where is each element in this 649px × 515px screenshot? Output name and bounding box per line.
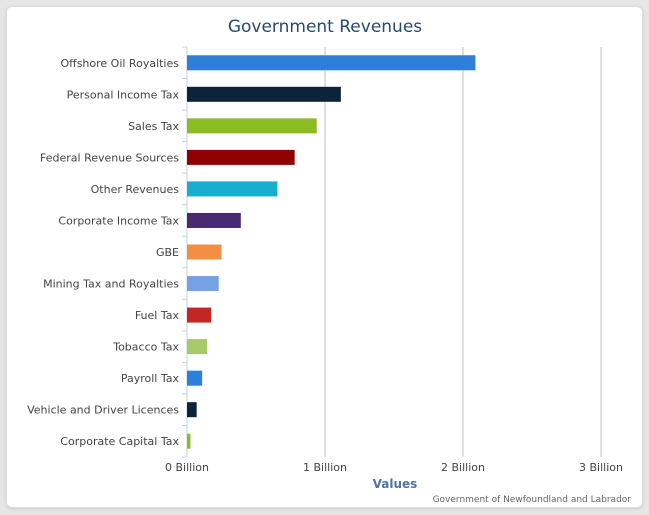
bar[interactable] — [187, 149, 295, 165]
x-tick-label: 0 Billion — [165, 461, 209, 474]
bar[interactable] — [187, 118, 317, 134]
bar[interactable] — [187, 244, 222, 260]
category-label: Payroll Tax — [121, 372, 180, 385]
x-tick-label: 3 Billion — [579, 461, 623, 474]
bar[interactable] — [187, 370, 203, 386]
category-label: Personal Income Tax — [67, 88, 180, 101]
category-label: Sales Tax — [128, 120, 179, 133]
category-label: Federal Revenue Sources — [40, 151, 179, 164]
category-label: Mining Tax and Royalties — [43, 278, 179, 291]
chart-card: Government Revenues Offshore Oil Royalti… — [6, 6, 643, 508]
category-label: Fuel Tax — [135, 309, 180, 322]
bars — [187, 55, 476, 449]
x-tick-labels: 0 Billion 1 Billion 2 Billion 3 Billion — [165, 461, 623, 474]
category-label: Tobacco Tax — [112, 341, 179, 354]
bar[interactable] — [187, 212, 241, 228]
bar-chart: Government Revenues Offshore Oil Royalti… — [27, 17, 632, 505]
category-label: Vehicle and Driver Licences — [27, 404, 179, 417]
category-label: Other Revenues — [91, 183, 180, 196]
chart-title: Government Revenues — [228, 17, 422, 37]
credits-text[interactable]: Government of Newfoundland and Labrador — [433, 495, 632, 505]
category-label: GBE — [156, 246, 179, 259]
bar[interactable] — [187, 86, 341, 102]
bar[interactable] — [187, 181, 278, 197]
category-label: Corporate Income Tax — [58, 214, 179, 227]
bar[interactable] — [187, 433, 191, 449]
bar[interactable] — [187, 339, 208, 355]
x-tick-label: 1 Billion — [303, 461, 347, 474]
y-axis — [182, 46, 188, 458]
bar[interactable] — [187, 402, 197, 418]
category-label: Offshore Oil Royalties — [60, 57, 179, 70]
bar[interactable] — [187, 55, 476, 71]
category-label: Corporate Capital Tax — [60, 435, 179, 448]
bar[interactable] — [187, 307, 212, 323]
bar[interactable] — [187, 276, 219, 292]
grid-lines — [324, 47, 602, 457]
category-labels: Offshore Oil Royalties Personal Income Ta… — [27, 57, 179, 448]
x-axis-title: Values — [373, 477, 418, 491]
x-tick-label: 2 Billion — [441, 461, 485, 474]
